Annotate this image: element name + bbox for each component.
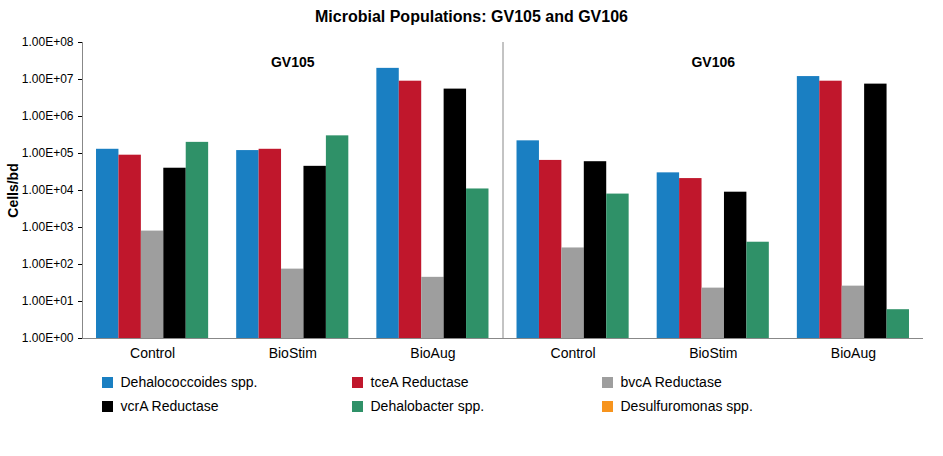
svg-text:BioAug: BioAug [410, 345, 455, 361]
svg-text:Control: Control [130, 345, 175, 361]
html-text:Microbial Populations: GV105 a: Microbial Populations: GV105 and GV106 [315, 8, 628, 25]
svg-text:1.00E+07: 1.00E+07 [22, 72, 74, 86]
html-text:bvcA Reductase: bvcA Reductase [620, 374, 722, 390]
svg-text:GV105: GV105 [271, 54, 315, 70]
svg-text:Control: Control [551, 345, 596, 361]
svg-text:BioStim: BioStim [689, 345, 737, 361]
svg-text:1.00E+06: 1.00E+06 [22, 109, 74, 123]
html-text:Desulfuromonas spp.: Desulfuromonas spp. [620, 398, 753, 414]
svg-text:1.00E+01: 1.00E+01 [22, 294, 74, 308]
svg-text:1.00E+00: 1.00E+00 [22, 331, 74, 345]
svg-text:1.00E+08: 1.00E+08 [22, 35, 74, 49]
svg-text:1.00E+05: 1.00E+05 [22, 146, 74, 160]
svg-text:BioAug: BioAug [831, 345, 876, 361]
svg-text:1.00E+03: 1.00E+03 [22, 220, 74, 234]
svg-text:1.00E+02: 1.00E+02 [22, 257, 74, 271]
html-text:tceA Reductase: tceA Reductase [370, 374, 469, 390]
html-text:Dehalococcoides spp.: Dehalococcoides spp. [120, 374, 258, 390]
html-text:Dehalobacter spp.: Dehalobacter spp. [370, 398, 485, 414]
svg-text:Cells/bd: Cells/bd [5, 163, 21, 217]
svg-text:GV106: GV106 [691, 54, 735, 70]
svg-text:1.00E+04: 1.00E+04 [22, 183, 74, 197]
svg-text:BioStim: BioStim [269, 345, 317, 361]
html-text:vcrA Reductase: vcrA Reductase [120, 398, 219, 414]
